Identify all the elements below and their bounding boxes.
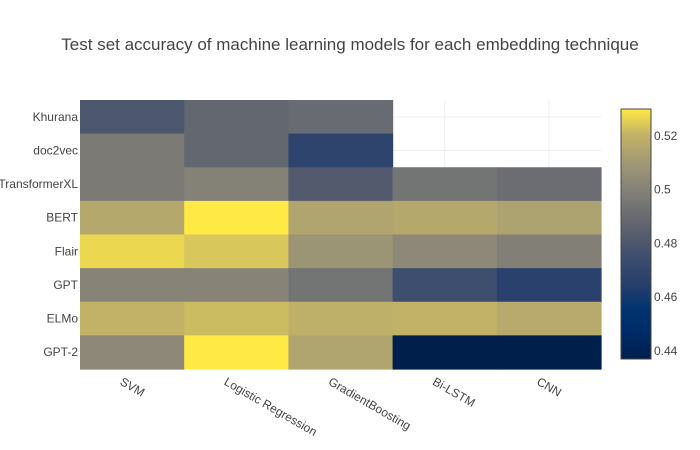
heatmap-cell [288, 268, 394, 303]
y-tick-label: GPT [53, 278, 78, 292]
heatmap-cell [288, 100, 394, 135]
colorbar-tick-label: 0.48 [654, 236, 678, 250]
heatmap-cell [80, 200, 185, 236]
y-tick-label: ELMo [47, 312, 79, 326]
heatmap-cell [496, 335, 602, 370]
x-tick-label: CNN [534, 374, 564, 399]
y-tick-label: doc2vec [33, 143, 78, 157]
colorbar-tick-label: 0.44 [654, 344, 678, 358]
heatmap-cell [392, 301, 498, 336]
heatmap-cell [496, 301, 602, 336]
heatmap-cell [392, 167, 498, 202]
heatmap-cell [184, 301, 289, 336]
heatmap-cell [184, 335, 289, 370]
y-tick-label: Khurana [33, 110, 79, 124]
heatmap-cell [496, 167, 602, 202]
heatmap-cell [288, 167, 394, 202]
y-tick-label: GPT-2 [43, 345, 78, 359]
heatmap-cell [80, 234, 185, 269]
heatmap-cell [80, 167, 185, 202]
heatmap-cell [80, 133, 185, 168]
heatmap-cell [392, 234, 498, 269]
x-tick-label: SVM [118, 374, 148, 399]
heatmap-cell [392, 200, 498, 236]
chart-title: Test set accuracy of machine learning mo… [61, 35, 638, 54]
heatmap-cell [288, 200, 394, 236]
heatmap-cell [80, 335, 185, 370]
heatmap-cells [80, 100, 602, 370]
heatmap-cell [496, 200, 602, 236]
heatmap-cell [80, 268, 185, 303]
x-tick-label: GradientBoosting [326, 374, 413, 432]
heatmap-cell [392, 335, 498, 370]
heatmap-cell [288, 133, 394, 168]
heatmap-cell [184, 200, 289, 236]
colorbar-tick-label: 0.5 [654, 183, 671, 197]
heatmap-cell [184, 234, 289, 269]
heatmap-cell [184, 133, 289, 168]
heatmap-cell [184, 268, 289, 303]
colorbar: 0.44 0.46 0.48 0.5 0.52 [620, 108, 678, 360]
heatmap-cell [288, 301, 394, 336]
heatmap-cell [288, 234, 394, 269]
y-tick-label: BERT [46, 211, 78, 225]
y-axis-tick-labels: Khurana doc2vec TransformerXL BERT Flair GPT E… [0, 110, 79, 359]
heatmap-cell [184, 167, 289, 202]
heatmap-cell [392, 268, 498, 303]
y-tick-label: TransformerXL [0, 177, 78, 191]
x-tick-label: Bi-LSTM [430, 374, 477, 409]
heatmap-cell [184, 100, 289, 135]
x-axis-tick-labels: SVM Logistic Regression GradientBoosting Bi… [118, 374, 564, 438]
heatmap-cell [496, 268, 602, 303]
colorbar-gradient [620, 108, 652, 360]
colorbar-tick-label: 0.52 [654, 129, 678, 143]
heatmap-cell [80, 100, 185, 135]
x-tick-label: Logistic Regression [222, 374, 320, 438]
colorbar-tick-label: 0.46 [654, 290, 678, 304]
heatmap-cell [288, 335, 394, 370]
heatmap-cell [496, 234, 602, 269]
colorbar-tick-labels: 0.44 0.46 0.48 0.5 0.52 [654, 129, 678, 358]
y-tick-label: Flair [55, 244, 78, 258]
heatmap-cell [80, 301, 185, 336]
